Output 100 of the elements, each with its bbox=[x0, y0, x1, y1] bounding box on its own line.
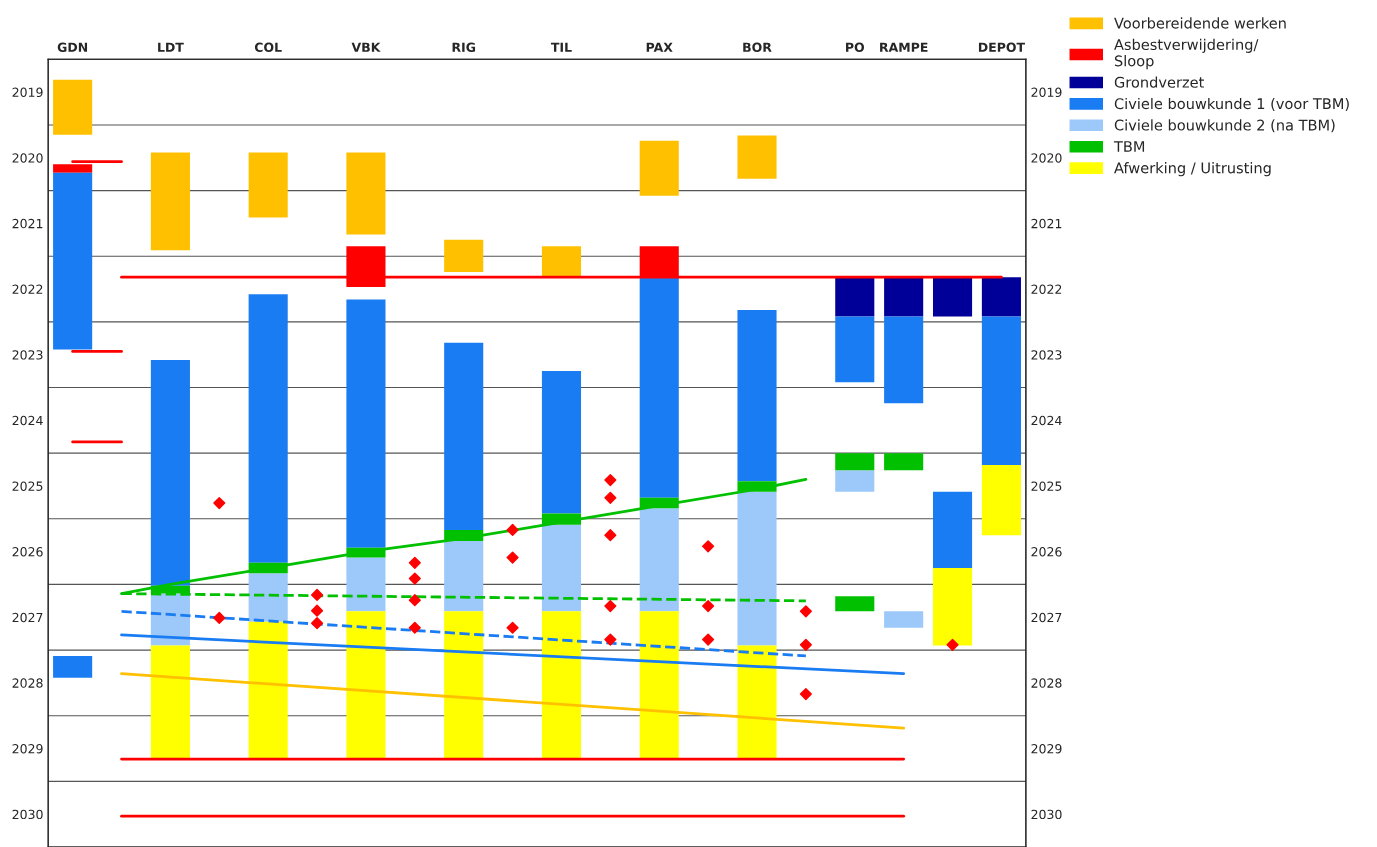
y-tick-label: 2029 bbox=[12, 744, 43, 754]
y-tick-label: 2026 bbox=[12, 547, 43, 557]
x-tick-label: GDN bbox=[57, 42, 88, 53]
x-tick-label: COL bbox=[254, 42, 282, 53]
y-tick-label: 2022 bbox=[12, 284, 43, 294]
bar bbox=[541, 371, 582, 514]
y-tick-label: 2023 bbox=[12, 350, 43, 360]
point bbox=[604, 473, 617, 487]
bar bbox=[346, 557, 386, 612]
y2-tick-label: 2024 bbox=[1031, 415, 1062, 426]
bar bbox=[981, 464, 1021, 536]
bar bbox=[639, 611, 679, 760]
bar bbox=[737, 135, 777, 179]
y-tick-label: 2030 bbox=[12, 809, 43, 820]
point bbox=[310, 588, 324, 602]
bar bbox=[248, 152, 288, 218]
bar bbox=[835, 316, 875, 383]
y2-tick-label: 2030 bbox=[1031, 809, 1062, 820]
bar bbox=[981, 316, 1021, 465]
bar bbox=[53, 655, 93, 678]
point bbox=[604, 633, 617, 646]
x-tick-label: PAX bbox=[646, 42, 673, 52]
y-tick-label: 2021 bbox=[12, 218, 43, 229]
point bbox=[408, 572, 421, 585]
x-tick-label: BOR bbox=[743, 42, 772, 53]
y2-tick-label: 2027 bbox=[1031, 612, 1062, 623]
y-tick-label: 2025 bbox=[12, 481, 43, 491]
point bbox=[799, 638, 812, 651]
y2-tick-label: 2026 bbox=[1031, 547, 1062, 557]
bar bbox=[150, 359, 190, 586]
y2-tick-label: 2021 bbox=[1031, 218, 1062, 229]
point bbox=[506, 551, 519, 564]
bar bbox=[346, 611, 386, 760]
legend-label: TBM bbox=[1113, 141, 1145, 152]
bar bbox=[53, 79, 93, 135]
y-tick-label: 2028 bbox=[12, 678, 43, 688]
point bbox=[702, 600, 715, 613]
point bbox=[408, 621, 421, 634]
legend-label: Civiele bouwkunde 1 (voor TBM) bbox=[1114, 97, 1349, 111]
point bbox=[213, 496, 226, 510]
bar bbox=[884, 316, 924, 404]
bar bbox=[541, 246, 582, 278]
x-tick-label: RIG bbox=[452, 42, 476, 53]
bar bbox=[639, 140, 679, 196]
y-tick-label: 2020 bbox=[12, 153, 43, 163]
x-tick-label: TIL bbox=[550, 42, 572, 52]
bar bbox=[639, 277, 679, 498]
legend-label: Afwerking / Uitrusting bbox=[1114, 162, 1271, 177]
point bbox=[408, 556, 421, 569]
bar bbox=[932, 491, 973, 569]
point bbox=[946, 638, 959, 651]
bar bbox=[737, 310, 777, 482]
point bbox=[310, 604, 324, 617]
bar bbox=[444, 611, 484, 760]
bar bbox=[884, 453, 924, 471]
y-tick-label: 2027 bbox=[12, 612, 43, 623]
point bbox=[213, 611, 226, 624]
point bbox=[506, 523, 519, 537]
x-tick-label: RAMPE bbox=[880, 42, 928, 52]
bar bbox=[639, 508, 679, 612]
point bbox=[799, 605, 812, 618]
bar bbox=[541, 524, 582, 612]
y2-tick-label: 2023 bbox=[1031, 350, 1062, 360]
bar bbox=[53, 172, 93, 350]
bar bbox=[444, 541, 484, 612]
bar bbox=[835, 453, 875, 471]
y-tick-label: 2024 bbox=[12, 415, 43, 426]
point bbox=[408, 594, 421, 607]
point bbox=[506, 621, 519, 634]
legend-label: Civiele bouwkunde 2 (na TBM) bbox=[1114, 119, 1335, 133]
bar bbox=[444, 342, 484, 530]
bar bbox=[737, 645, 777, 760]
y2-tick-label: 2029 bbox=[1031, 744, 1062, 754]
bar bbox=[737, 491, 777, 646]
bar bbox=[932, 277, 973, 317]
bar bbox=[835, 277, 875, 317]
bar bbox=[346, 299, 386, 548]
x-tick-label: VBK bbox=[351, 42, 381, 52]
bar bbox=[150, 645, 190, 760]
bar bbox=[981, 277, 1021, 317]
y2-tick-label: 2028 bbox=[1031, 678, 1062, 688]
bar bbox=[884, 277, 924, 317]
legend-label: Asbestverwijdering/ Sloop bbox=[1114, 38, 1259, 70]
bar bbox=[444, 239, 484, 272]
point bbox=[702, 540, 715, 553]
point bbox=[310, 617, 324, 630]
x-tick-label: LDT bbox=[158, 42, 184, 52]
bar bbox=[248, 621, 288, 760]
bar bbox=[932, 568, 973, 646]
bar bbox=[835, 596, 875, 612]
bar bbox=[150, 152, 190, 251]
point bbox=[604, 529, 617, 542]
point bbox=[799, 687, 812, 701]
point bbox=[604, 491, 617, 504]
legend-label: Grondverzet bbox=[1114, 76, 1204, 88]
x-tick-label: PO bbox=[846, 42, 865, 53]
bar bbox=[346, 152, 386, 235]
bar bbox=[884, 611, 924, 628]
bar bbox=[835, 470, 875, 492]
bar bbox=[248, 573, 288, 622]
